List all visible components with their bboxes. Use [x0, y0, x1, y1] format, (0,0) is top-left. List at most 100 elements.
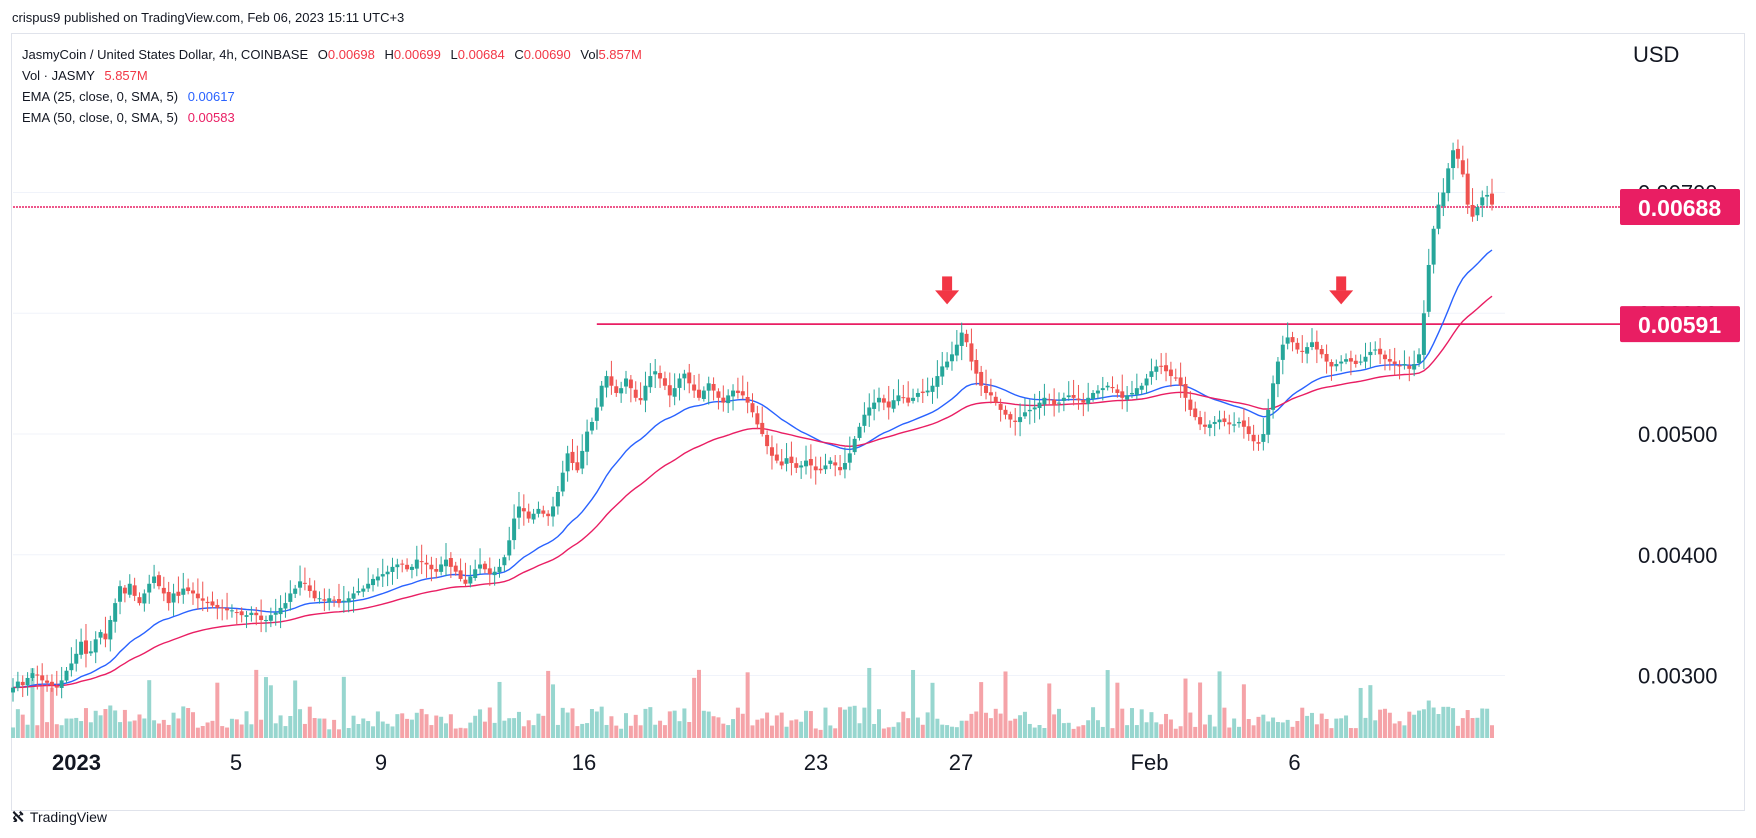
- candle-body: [789, 456, 794, 464]
- candle-body: [302, 582, 307, 584]
- volume-bar: [45, 722, 50, 738]
- volume-bar: [405, 718, 410, 738]
- volume-bar: [891, 726, 896, 738]
- candle-body: [935, 376, 940, 387]
- volume-bar: [1353, 728, 1358, 738]
- legend-ema25-row[interactable]: EMA (25, close, 0, SMA, 5) 0.00617: [22, 86, 642, 107]
- time-tick-label: Feb: [1131, 750, 1169, 775]
- candle-body: [901, 397, 906, 399]
- candle-body: [974, 360, 979, 374]
- candle-body: [624, 378, 629, 387]
- candle-body: [964, 333, 969, 343]
- candle-body: [98, 632, 103, 638]
- candle-body: [1232, 424, 1237, 426]
- volume-bar: [531, 725, 536, 738]
- volume-bar: [662, 725, 667, 738]
- volume-bar: [589, 709, 594, 738]
- price-level-tag[interactable]: [1620, 189, 1740, 226]
- candle-body: [1431, 228, 1436, 265]
- volume-indicator-value: 5.857M: [104, 68, 148, 83]
- candle-body: [327, 598, 332, 603]
- volume-bar: [833, 728, 838, 738]
- candle-body: [293, 588, 298, 594]
- candle-body: [1251, 434, 1256, 442]
- volume-bar: [249, 724, 254, 738]
- candle-body: [439, 564, 444, 572]
- candle-body: [443, 559, 448, 567]
- candle-body: [808, 459, 813, 466]
- volume-bar: [59, 725, 64, 738]
- volume-bar: [1280, 722, 1285, 738]
- volume-bar: [1120, 708, 1125, 738]
- volume-bar: [1061, 723, 1066, 738]
- candle-body: [186, 587, 191, 592]
- candle-body: [740, 391, 745, 396]
- price-level-tag[interactable]: [1620, 306, 1740, 343]
- candle-body: [930, 385, 935, 392]
- candle-body: [210, 601, 215, 606]
- volume-bar: [959, 720, 964, 738]
- time-tick-label: 5: [230, 750, 242, 775]
- volume-bar: [1421, 709, 1426, 738]
- candle-body: [984, 385, 989, 393]
- candle-body: [1475, 207, 1480, 216]
- candle-body: [833, 462, 838, 466]
- low-value: 0.00684: [457, 47, 505, 62]
- legend-ema50-row[interactable]: EMA (50, close, 0, SMA, 5) 0.00583: [22, 107, 642, 128]
- candle-body: [127, 583, 132, 595]
- volume-bar: [1387, 712, 1392, 738]
- candle-body: [118, 586, 123, 602]
- volume-bar: [1018, 715, 1023, 738]
- volume-bar: [229, 718, 234, 738]
- candle-body: [1455, 148, 1460, 159]
- candle-body: [1271, 383, 1276, 410]
- currency-label[interactable]: USD: [1633, 42, 1680, 67]
- volume-bar: [98, 715, 103, 738]
- volume-bar: [181, 706, 186, 738]
- candle-body: [735, 390, 740, 393]
- candle-body: [1460, 160, 1465, 175]
- volume-bar: [1042, 728, 1047, 738]
- volume-bar: [565, 712, 570, 738]
- volume-bar: [482, 721, 487, 738]
- volume-bar: [847, 706, 852, 738]
- volume-bar: [210, 720, 215, 738]
- candle-body: [1329, 361, 1334, 367]
- volume-bar: [1071, 728, 1076, 738]
- volume-bar: [1256, 716, 1261, 738]
- candle-body: [560, 472, 565, 492]
- candle-body: [171, 593, 176, 603]
- volume-bar: [195, 727, 200, 738]
- footer[interactable]: ℵ TradingView: [12, 808, 107, 826]
- volume-bar: [1339, 718, 1344, 738]
- symbol-name[interactable]: JasmyCoin / United States Dollar, 4h, CO…: [22, 47, 309, 62]
- candle-body: [497, 566, 502, 573]
- candle-body: [692, 384, 697, 391]
- volume-bar: [390, 726, 395, 738]
- volume-bar: [35, 725, 40, 738]
- volume-bar: [79, 721, 84, 738]
- volume-bar: [1460, 718, 1465, 738]
- volume-bar: [536, 713, 541, 738]
- candle-body: [594, 407, 599, 421]
- price-level-tag-label: 0.00591: [1638, 312, 1721, 338]
- volume-bar: [964, 720, 969, 738]
- volume-bar: [735, 707, 740, 738]
- volume-bar: [1149, 712, 1154, 738]
- volume-bar: [30, 668, 35, 738]
- volume-bar: [1285, 719, 1290, 738]
- candle-body: [478, 564, 483, 569]
- volume-bar: [988, 718, 993, 738]
- chart-frame[interactable]: [11, 33, 1745, 811]
- ema25-value: 0.00617: [187, 89, 235, 104]
- volume-bar: [838, 707, 843, 738]
- legend-volume-row[interactable]: Vol · JASMY 5.857M: [22, 65, 642, 86]
- volume-bar: [998, 713, 1003, 738]
- candle-body: [1086, 397, 1091, 404]
- volume-bar: [293, 680, 298, 738]
- volume-bar: [779, 712, 784, 738]
- candle-body: [69, 663, 74, 671]
- candle-body: [1222, 418, 1227, 422]
- volume-bar: [1251, 725, 1256, 738]
